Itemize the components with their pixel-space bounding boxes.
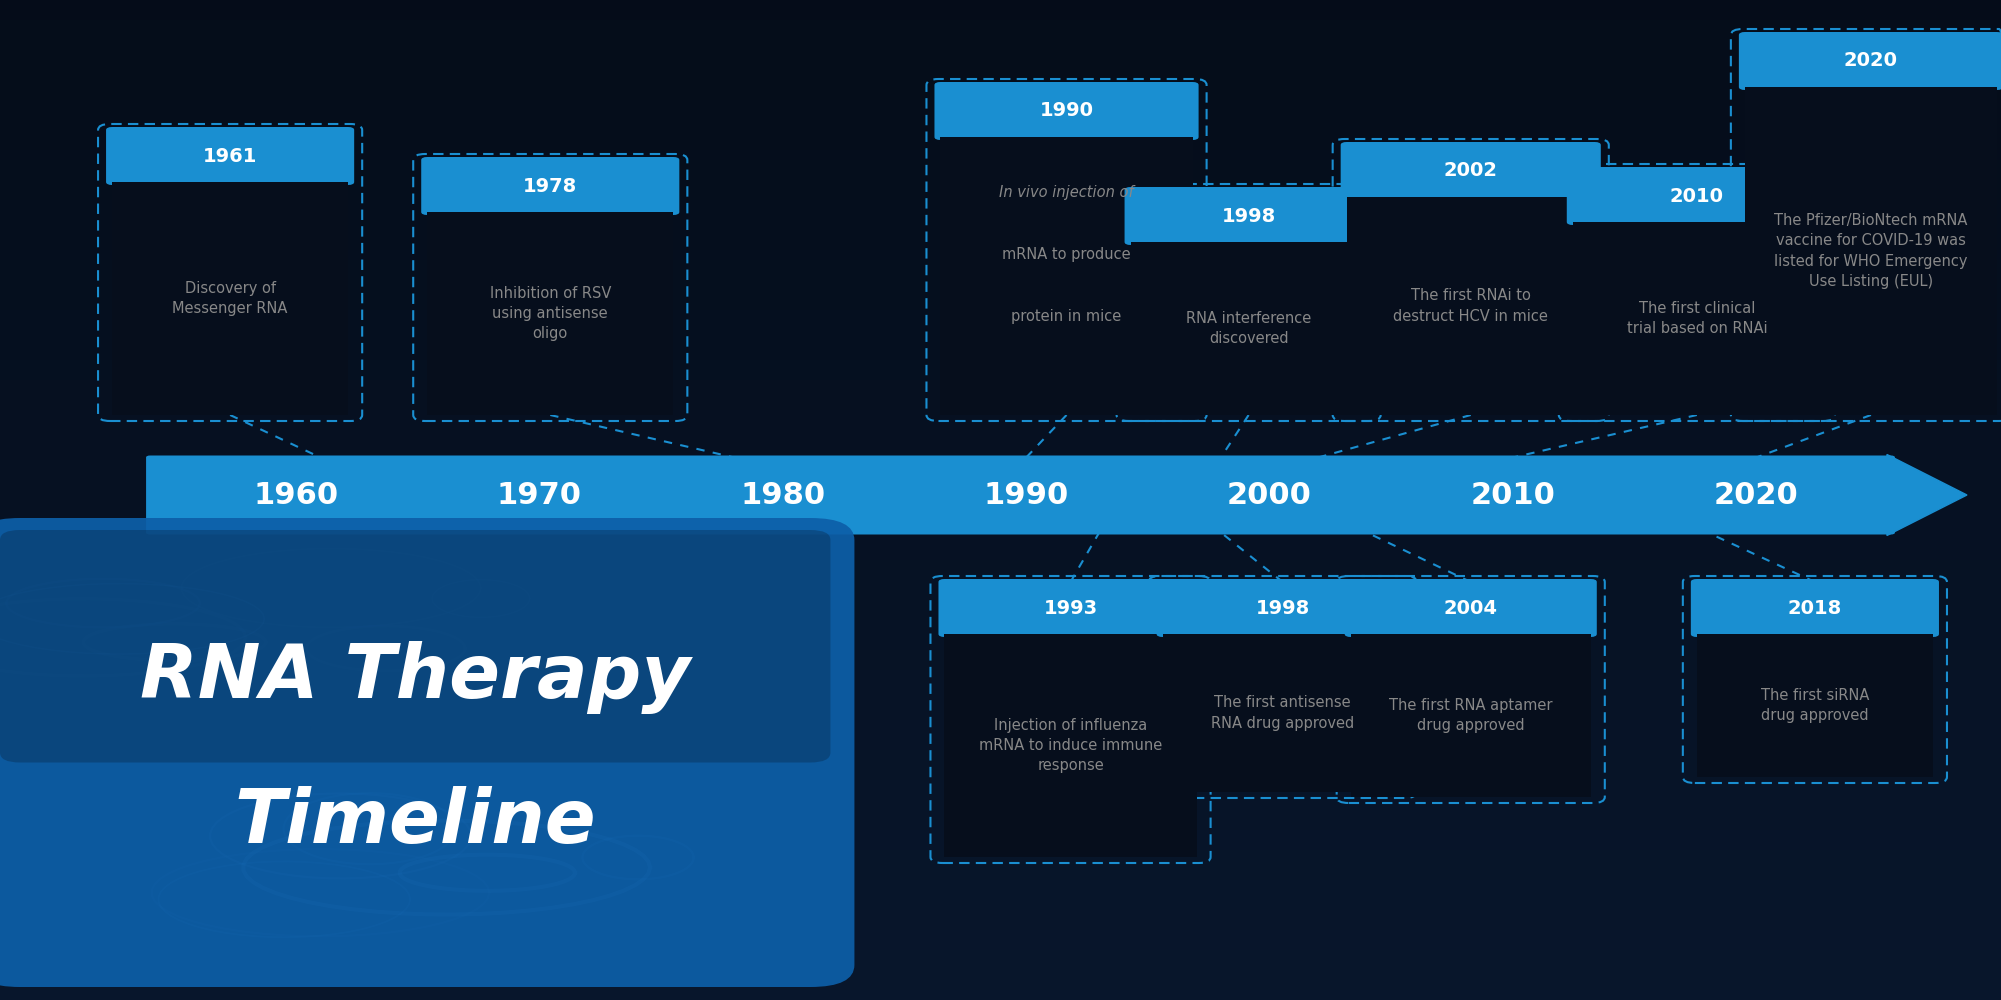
- Text: 1980: 1980: [740, 481, 824, 510]
- Text: The first RNA aptamer
drug approved: The first RNA aptamer drug approved: [1389, 698, 1553, 733]
- FancyBboxPatch shape: [1745, 87, 1997, 415]
- Text: The first siRNA
drug approved: The first siRNA drug approved: [1761, 688, 1869, 723]
- Text: mRNA to produce: mRNA to produce: [1003, 247, 1131, 262]
- Text: 2010: 2010: [1671, 187, 1723, 206]
- FancyBboxPatch shape: [146, 456, 1895, 534]
- FancyBboxPatch shape: [1351, 634, 1591, 797]
- Text: The Pfizer/BioNtech mRNA
vaccine for COVID-19 was
listed for WHO Emergency
Use L: The Pfizer/BioNtech mRNA vaccine for COV…: [1775, 213, 1967, 289]
- Text: RNA Therapy: RNA Therapy: [140, 641, 690, 714]
- Text: 1961: 1961: [202, 147, 258, 166]
- FancyBboxPatch shape: [940, 137, 1193, 415]
- Text: The first antisense
RNA drug approved: The first antisense RNA drug approved: [1211, 695, 1355, 731]
- Text: Discovery of
Messenger RNA: Discovery of Messenger RNA: [172, 281, 288, 316]
- Text: 1990: 1990: [1041, 102, 1093, 120]
- Text: In vivo injection of: In vivo injection of: [998, 185, 1135, 200]
- Text: 2010: 2010: [1471, 481, 1555, 510]
- FancyBboxPatch shape: [938, 579, 1203, 637]
- FancyBboxPatch shape: [934, 82, 1199, 140]
- FancyBboxPatch shape: [0, 518, 854, 987]
- FancyBboxPatch shape: [1131, 242, 1367, 415]
- FancyBboxPatch shape: [0, 530, 830, 762]
- FancyBboxPatch shape: [1347, 197, 1595, 415]
- Text: 2020: 2020: [1845, 51, 1897, 70]
- Text: Timeline: Timeline: [234, 786, 596, 859]
- FancyBboxPatch shape: [1697, 634, 1933, 777]
- Text: 2020: 2020: [1715, 481, 1799, 510]
- FancyBboxPatch shape: [1573, 222, 1821, 415]
- FancyBboxPatch shape: [1163, 634, 1403, 792]
- Text: 1998: 1998: [1221, 207, 1277, 226]
- Text: 1970: 1970: [496, 481, 582, 510]
- FancyBboxPatch shape: [1345, 579, 1597, 637]
- Text: 2018: 2018: [1787, 598, 1843, 618]
- Text: 2002: 2002: [1445, 161, 1497, 180]
- Text: protein in mice: protein in mice: [1011, 309, 1123, 324]
- Text: Injection of influenza
mRNA to induce immune
response: Injection of influenza mRNA to induce im…: [978, 718, 1163, 773]
- Polygon shape: [1887, 454, 1967, 536]
- Text: 1998: 1998: [1255, 598, 1311, 618]
- FancyBboxPatch shape: [1341, 142, 1601, 200]
- Text: 2004: 2004: [1445, 598, 1497, 618]
- FancyBboxPatch shape: [422, 157, 680, 215]
- Text: 1978: 1978: [522, 176, 578, 196]
- FancyBboxPatch shape: [1125, 187, 1373, 245]
- FancyBboxPatch shape: [1739, 32, 2001, 90]
- Text: 2000: 2000: [1227, 481, 1313, 510]
- FancyBboxPatch shape: [1691, 579, 1939, 637]
- Text: 1960: 1960: [254, 481, 338, 510]
- Text: The first clinical
trial based on RNAi: The first clinical trial based on RNAi: [1627, 301, 1767, 336]
- Text: Inhibition of RSV
using antisense
oligo: Inhibition of RSV using antisense oligo: [490, 286, 610, 341]
- FancyBboxPatch shape: [1157, 579, 1409, 637]
- Text: 1990: 1990: [984, 481, 1069, 510]
- FancyBboxPatch shape: [1567, 167, 1827, 225]
- FancyBboxPatch shape: [428, 212, 672, 415]
- Text: RNA interference
discovered: RNA interference discovered: [1187, 311, 1311, 346]
- FancyBboxPatch shape: [106, 127, 354, 185]
- Text: 1993: 1993: [1043, 598, 1099, 618]
- FancyBboxPatch shape: [944, 634, 1197, 857]
- Text: The first RNAi to
destruct HCV in mice: The first RNAi to destruct HCV in mice: [1393, 288, 1549, 324]
- FancyBboxPatch shape: [112, 182, 348, 415]
